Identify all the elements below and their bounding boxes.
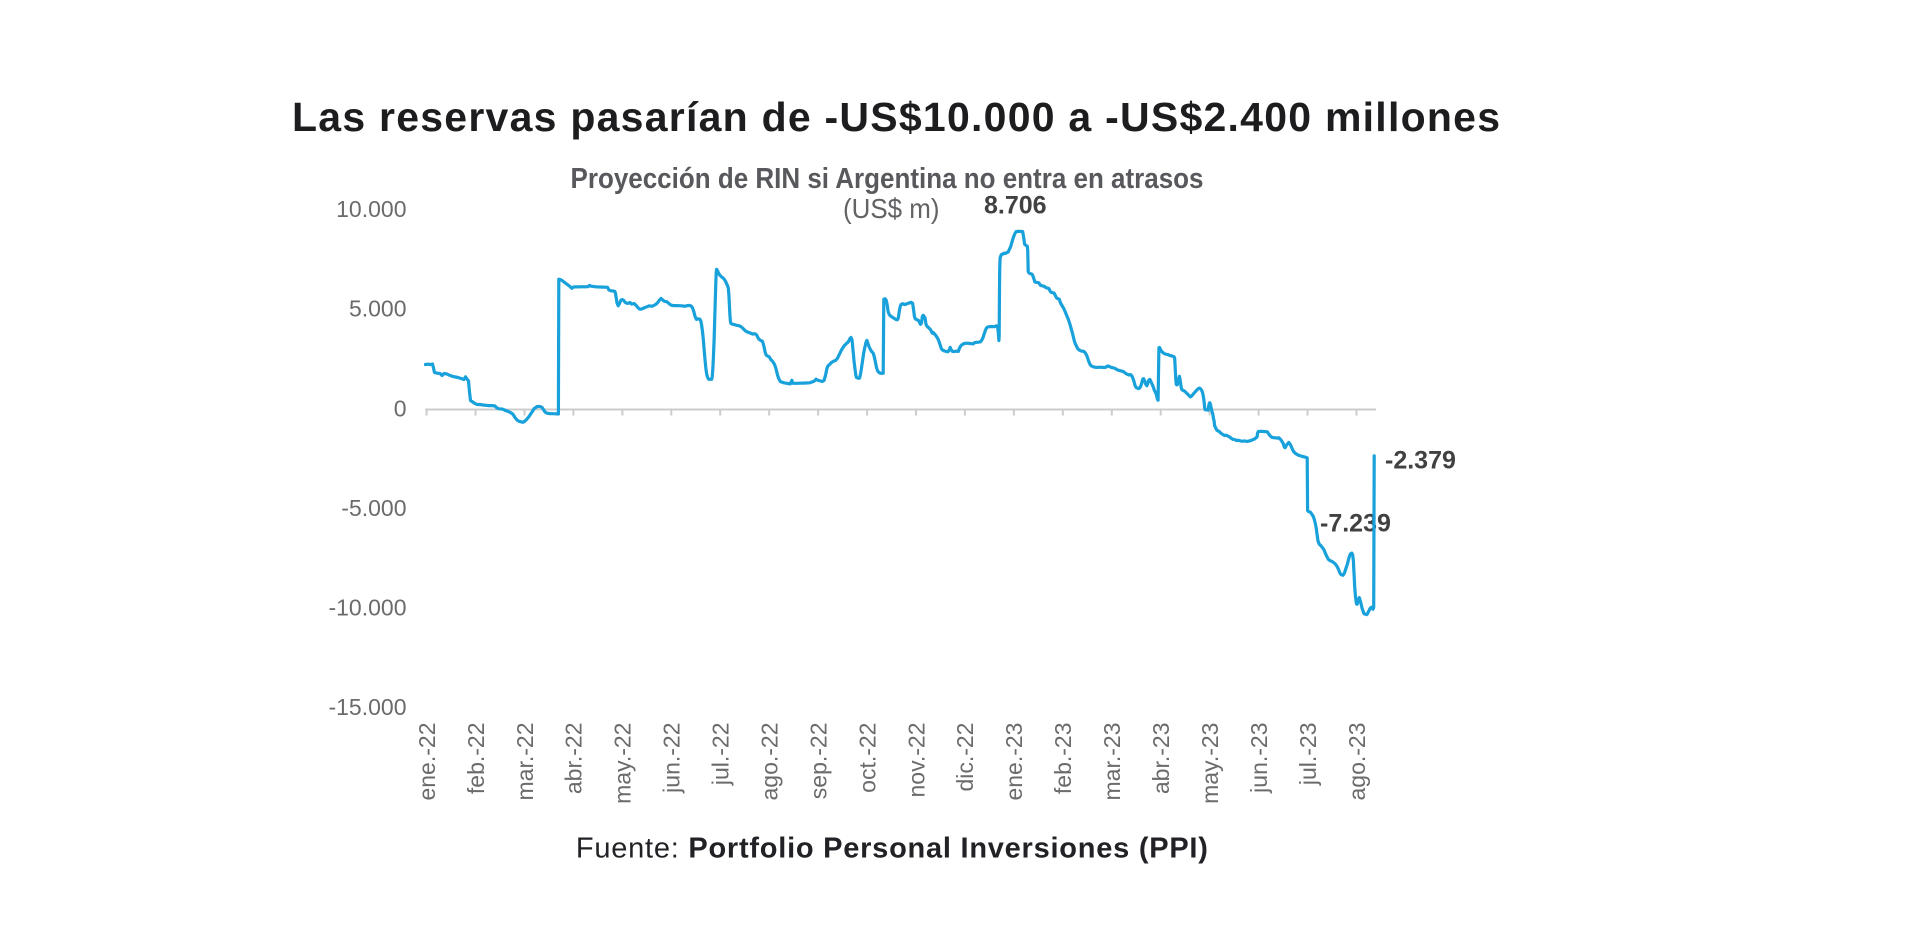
svg-text:ene.-23: ene.-23 xyxy=(1001,722,1027,800)
svg-text:5.000: 5.000 xyxy=(349,296,407,322)
svg-text:abr.-22: abr.-22 xyxy=(561,723,587,795)
svg-text:feb.-23: feb.-23 xyxy=(1050,723,1076,795)
svg-text:mar.-23: mar.-23 xyxy=(1099,723,1125,801)
svg-text:ene.-22: ene.-22 xyxy=(414,723,440,801)
svg-text:8.706: 8.706 xyxy=(984,192,1047,220)
svg-text:may.-23: may.-23 xyxy=(1197,723,1223,804)
svg-text:mar.-22: mar.-22 xyxy=(512,723,538,801)
svg-text:nov.-22: nov.-22 xyxy=(903,723,929,798)
svg-text:jul.-22: jul.-22 xyxy=(708,723,734,787)
svg-text:Proyección de RIN si Argentina: Proyección de RIN si Argentina no entra … xyxy=(571,163,1204,195)
svg-text:dic.-22: dic.-22 xyxy=(952,722,978,791)
svg-text:ago.-23: ago.-23 xyxy=(1344,723,1370,801)
svg-text:jun.-23: jun.-23 xyxy=(1246,723,1272,794)
svg-text:sep.-22: sep.-22 xyxy=(805,723,831,800)
svg-text:-2.379: -2.379 xyxy=(1385,447,1456,475)
svg-text:-15.000: -15.000 xyxy=(328,694,406,720)
svg-text:-7.239: -7.239 xyxy=(1320,510,1391,538)
svg-text:10.000: 10.000 xyxy=(336,196,406,222)
svg-text:abr.-23: abr.-23 xyxy=(1148,723,1174,795)
svg-text:jun.-22: jun.-22 xyxy=(659,723,685,794)
svg-text:jul.-23: jul.-23 xyxy=(1295,723,1321,787)
svg-text:oct.-22: oct.-22 xyxy=(854,723,880,793)
svg-text:0: 0 xyxy=(394,395,407,421)
svg-text:Las reservas pasarían de -US$1: Las reservas pasarían de -US$10.000 a -U… xyxy=(292,94,1500,140)
svg-text:ago.-22: ago.-22 xyxy=(757,723,783,801)
svg-text:(US$ m): (US$ m) xyxy=(843,193,940,224)
svg-text:may.-22: may.-22 xyxy=(610,723,636,804)
svg-text:feb.-22: feb.-22 xyxy=(463,723,489,795)
svg-text:Fuente: Portfolio Personal Inv: Fuente: Portfolio Personal Inversiones (… xyxy=(576,833,1208,865)
svg-text:-5.000: -5.000 xyxy=(341,495,406,521)
svg-text:-10.000: -10.000 xyxy=(328,595,406,621)
